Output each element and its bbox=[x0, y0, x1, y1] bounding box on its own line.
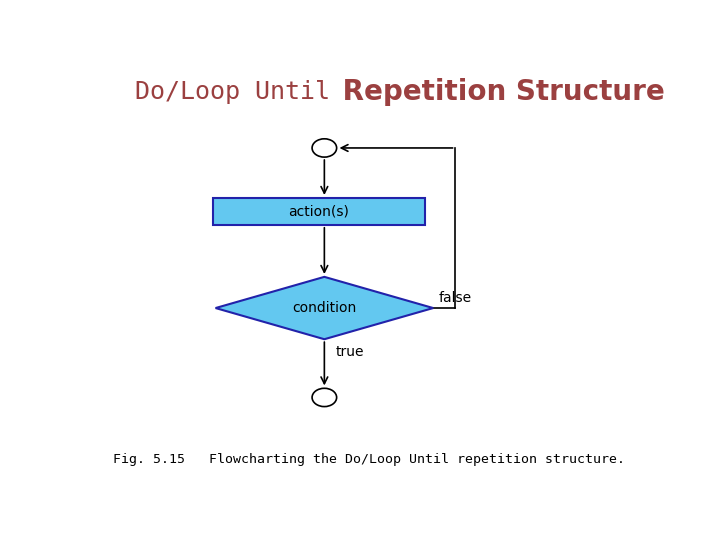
Text: action(s): action(s) bbox=[288, 204, 349, 218]
Text: Repetition Structure: Repetition Structure bbox=[333, 78, 665, 106]
Circle shape bbox=[312, 388, 337, 407]
Circle shape bbox=[312, 139, 337, 157]
Polygon shape bbox=[215, 277, 433, 339]
Text: false: false bbox=[438, 291, 472, 305]
Text: true: true bbox=[336, 345, 364, 359]
FancyBboxPatch shape bbox=[213, 198, 425, 225]
Text: Fig. 5.15   Flowcharting the Do/Loop Until repetition structure.: Fig. 5.15 Flowcharting the Do/Loop Until… bbox=[113, 453, 625, 467]
Text: Do/Loop Until: Do/Loop Until bbox=[135, 80, 330, 104]
Text: condition: condition bbox=[292, 301, 356, 315]
